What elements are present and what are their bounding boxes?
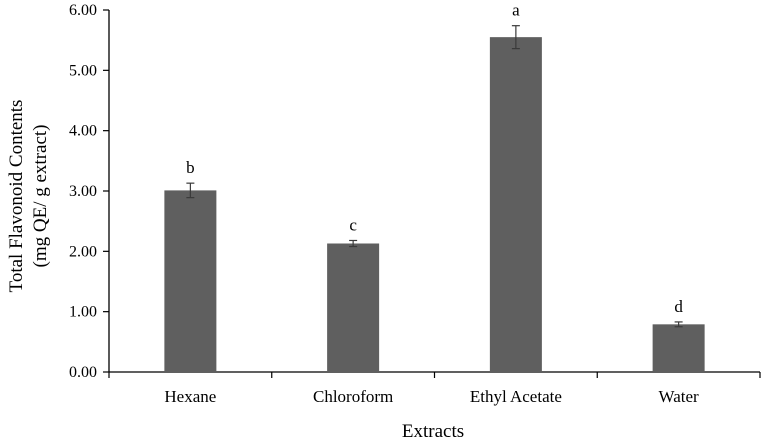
y-tick-label: 5.00	[69, 62, 97, 79]
x-category-label: Water	[659, 387, 699, 406]
y-tick-label: 2.00	[69, 243, 97, 260]
significance-label: c	[349, 215, 357, 234]
y-axis-title-line1: Total Flavonoid Contents	[6, 100, 27, 293]
x-axis-title: Extracts	[402, 421, 464, 442]
x-category-label: Hexane	[164, 387, 216, 406]
bar-ethyl-acetate	[489, 37, 542, 373]
bar-water	[652, 324, 705, 372]
bar-chloroform	[327, 243, 380, 372]
y-tick-label: 1.00	[69, 304, 97, 321]
significance-label: d	[674, 297, 683, 316]
y-axis-title-line2: (mg QE/ g extract)	[30, 125, 51, 268]
y-axis-title: Total Flavonoid Contents (mg QE/ g extra…	[6, 100, 51, 293]
y-tick-label: 4.00	[69, 123, 97, 140]
x-category-label: Chloroform	[313, 387, 393, 406]
y-tick-label: 6.00	[69, 2, 97, 19]
bar-hexane	[164, 190, 217, 372]
y-tick-label: 3.00	[69, 183, 97, 200]
significance-label: a	[512, 1, 520, 20]
plot-area: 0.00 1.00 2.00 3.00 4.00 5.00 6.00 b Hexane c Chlo…	[69, 1, 761, 406]
significance-label: b	[186, 158, 195, 177]
y-tick-label: 0.00	[69, 364, 97, 381]
x-category-label: Ethyl Acetate	[470, 387, 562, 406]
